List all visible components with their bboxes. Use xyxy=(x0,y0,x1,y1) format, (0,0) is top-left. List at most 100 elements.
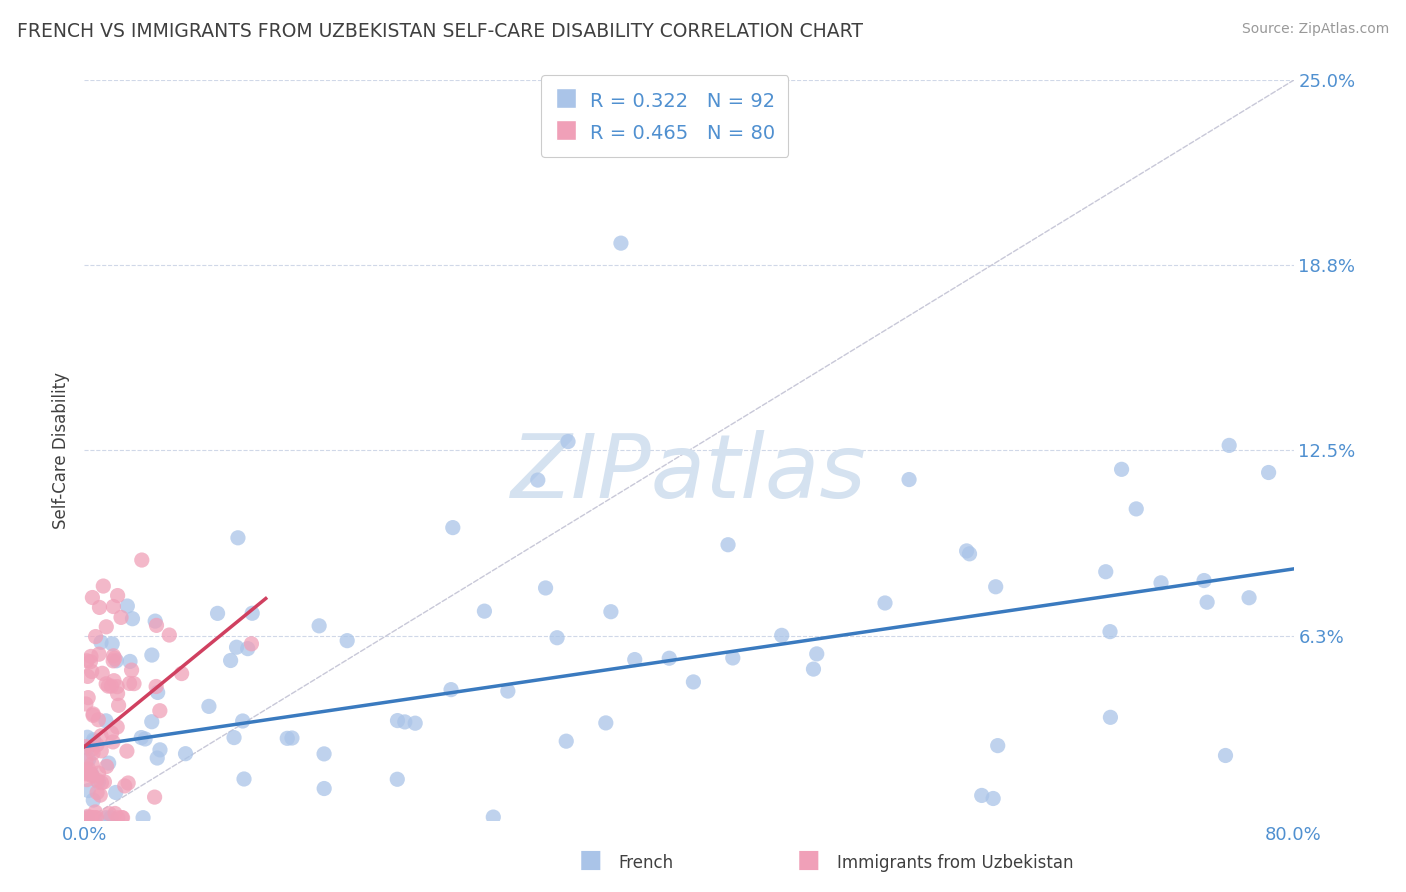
Point xyxy=(984,580,1007,594)
Point xyxy=(806,647,828,661)
Point xyxy=(232,714,254,728)
Text: Immigrants from Uzbekistan: Immigrants from Uzbekistan xyxy=(837,855,1073,872)
Point xyxy=(1111,462,1133,476)
Point xyxy=(111,811,134,825)
Point xyxy=(308,619,330,633)
Point xyxy=(105,654,128,668)
Point xyxy=(82,708,104,723)
Point xyxy=(103,599,125,614)
Point xyxy=(1094,565,1116,579)
Point xyxy=(226,531,249,545)
Point xyxy=(111,811,134,825)
Point xyxy=(100,726,122,740)
Point xyxy=(80,766,103,780)
Point xyxy=(100,679,122,693)
Point xyxy=(98,806,121,821)
Point xyxy=(84,630,107,644)
Point xyxy=(117,776,139,790)
Point xyxy=(599,605,621,619)
Text: FRENCH VS IMMIGRANTS FROM UZBEKISTAN SELF-CARE DISABILITY CORRELATION CHART: FRENCH VS IMMIGRANTS FROM UZBEKISTAN SEL… xyxy=(17,22,863,41)
Point xyxy=(682,674,704,689)
Point xyxy=(100,811,122,825)
Point xyxy=(86,773,108,788)
Point xyxy=(149,704,172,718)
Point xyxy=(312,747,335,761)
Point xyxy=(1099,710,1122,724)
Point xyxy=(441,520,464,534)
Point xyxy=(240,607,263,621)
Text: Source: ZipAtlas.com: Source: ZipAtlas.com xyxy=(1241,22,1389,37)
Point xyxy=(90,776,112,790)
Point xyxy=(105,720,128,734)
Point xyxy=(97,756,120,770)
Point xyxy=(240,637,263,651)
Point xyxy=(118,655,141,669)
Point xyxy=(803,662,825,676)
Point xyxy=(336,633,359,648)
Point xyxy=(143,790,166,805)
Point xyxy=(276,731,298,746)
Point xyxy=(482,810,505,824)
Point xyxy=(1257,466,1279,480)
Point xyxy=(75,697,97,711)
Point xyxy=(115,744,138,758)
Point xyxy=(1218,438,1240,452)
Point xyxy=(131,553,153,567)
Point xyxy=(207,607,229,621)
Point xyxy=(76,741,98,756)
Point xyxy=(76,772,98,787)
Point xyxy=(94,714,117,728)
Point xyxy=(222,731,245,745)
Point xyxy=(134,731,156,746)
Point xyxy=(546,631,568,645)
Point xyxy=(394,714,416,729)
Point xyxy=(110,610,132,624)
Point xyxy=(959,547,981,561)
Point xyxy=(141,714,163,729)
Y-axis label: Self-Care Disability: Self-Care Disability xyxy=(52,372,70,529)
Point xyxy=(86,785,108,799)
Point xyxy=(717,538,740,552)
Point xyxy=(87,713,110,727)
Point xyxy=(107,589,129,603)
Point xyxy=(174,747,197,761)
Point xyxy=(91,666,114,681)
Point xyxy=(87,766,110,780)
Point xyxy=(103,648,125,663)
Point xyxy=(90,635,112,649)
Point xyxy=(107,811,129,825)
Point xyxy=(104,785,127,799)
Point xyxy=(873,596,896,610)
Point xyxy=(610,236,633,251)
Point xyxy=(76,669,98,683)
Point xyxy=(82,746,104,760)
Point xyxy=(77,690,100,705)
Point xyxy=(721,651,744,665)
Point xyxy=(82,591,104,605)
Point xyxy=(96,759,118,773)
Point xyxy=(145,680,167,694)
Point xyxy=(80,756,103,771)
Point xyxy=(170,666,193,681)
Point xyxy=(225,640,247,655)
Point xyxy=(80,649,103,664)
Point xyxy=(1215,748,1237,763)
Point xyxy=(84,811,107,825)
Point xyxy=(76,654,98,668)
Point xyxy=(105,680,128,694)
Point xyxy=(96,620,118,634)
Point xyxy=(981,791,1004,805)
Point xyxy=(104,651,127,665)
Point xyxy=(1125,502,1147,516)
Point xyxy=(623,652,645,666)
Point xyxy=(770,628,793,642)
Point xyxy=(104,806,127,821)
Point xyxy=(101,735,124,749)
Point xyxy=(219,653,242,667)
Point xyxy=(146,685,169,699)
Point xyxy=(77,811,100,825)
Point xyxy=(77,783,100,797)
Point xyxy=(281,731,304,745)
Point xyxy=(107,698,129,713)
Point xyxy=(1192,574,1215,588)
